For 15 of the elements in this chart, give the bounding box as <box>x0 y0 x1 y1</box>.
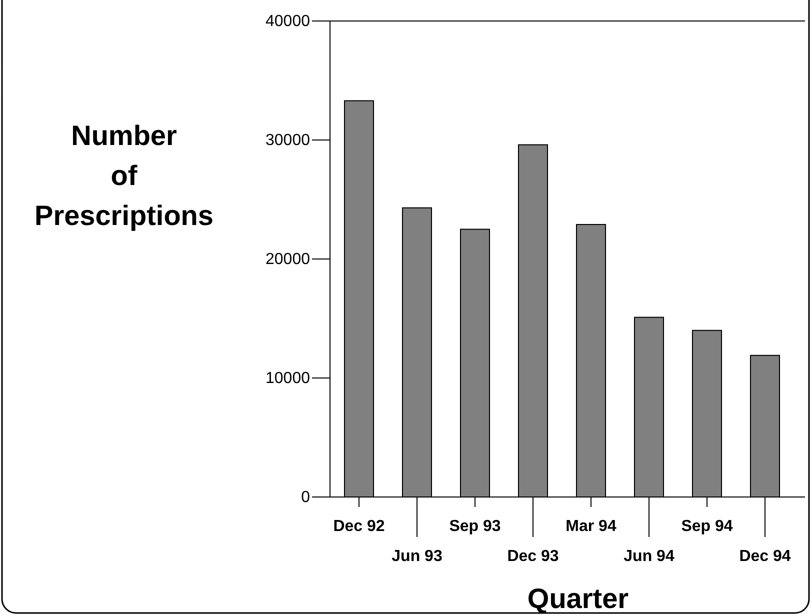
x-tick-label: Sep 93 <box>449 518 501 535</box>
x-tick-label: Dec 94 <box>739 548 791 565</box>
x-axis-title: Quarter <box>527 583 629 614</box>
y-tick-label: 0 <box>301 489 310 506</box>
x-tick-label: Jun 93 <box>392 548 442 565</box>
x-tick-label: Dec 93 <box>507 548 559 565</box>
y-tick-label: 40000 <box>266 13 310 30</box>
y-tick-label: 10000 <box>266 370 310 388</box>
y-tick-label: 30000 <box>266 132 310 150</box>
x-tick-label: Dec 92 <box>333 518 385 535</box>
y-tick-label: 20000 <box>266 251 310 268</box>
x-tick-label: Sep 94 <box>681 518 733 535</box>
y-axis-title: Number of Prescriptions <box>34 120 214 231</box>
x-tick-label: Mar 94 <box>566 518 616 535</box>
x-tick-label: Jun 94 <box>624 548 674 565</box>
